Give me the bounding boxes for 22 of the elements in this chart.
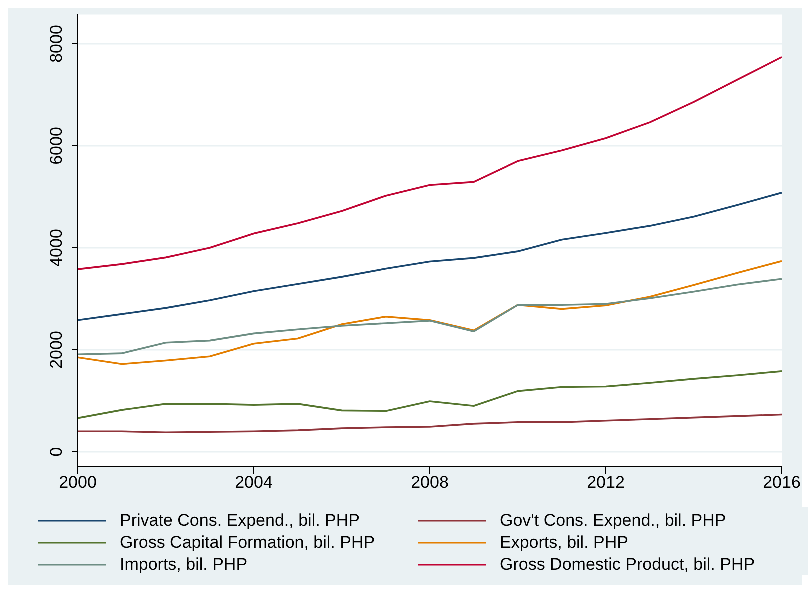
legend-label: Exports, bil. PHP [500, 533, 628, 553]
x-tick-label: 2012 [587, 473, 625, 492]
y-tick-label: 6000 [47, 127, 66, 165]
y-tick-label: 0 [47, 447, 66, 457]
legend-label: Imports, bil. PHP [120, 555, 248, 575]
x-tick-label: 2004 [235, 473, 273, 492]
legend-label: Private Cons. Expend., bil. PHP [120, 511, 360, 531]
line-series [78, 278, 782, 356]
x-tick-label: 2000 [59, 473, 97, 492]
legend-label: Gross Domestic Product, bil. PHP [500, 555, 756, 575]
y-tick-label: 4000 [47, 229, 66, 267]
x-tick-label: 2016 [763, 473, 801, 492]
y-tick-label: 2000 [47, 331, 66, 369]
line-series [78, 260, 782, 366]
line-series [78, 192, 782, 322]
line-series [78, 56, 782, 270]
line-series [78, 370, 782, 420]
y-tick-label: 8000 [47, 25, 66, 63]
legend-label: Gov't Cons. Expend., bil. PHP [500, 511, 726, 531]
line-series [78, 414, 782, 434]
x-tick-label: 2008 [411, 473, 449, 492]
legend-label: Gross Capital Formation, bil. PHP [120, 533, 376, 553]
